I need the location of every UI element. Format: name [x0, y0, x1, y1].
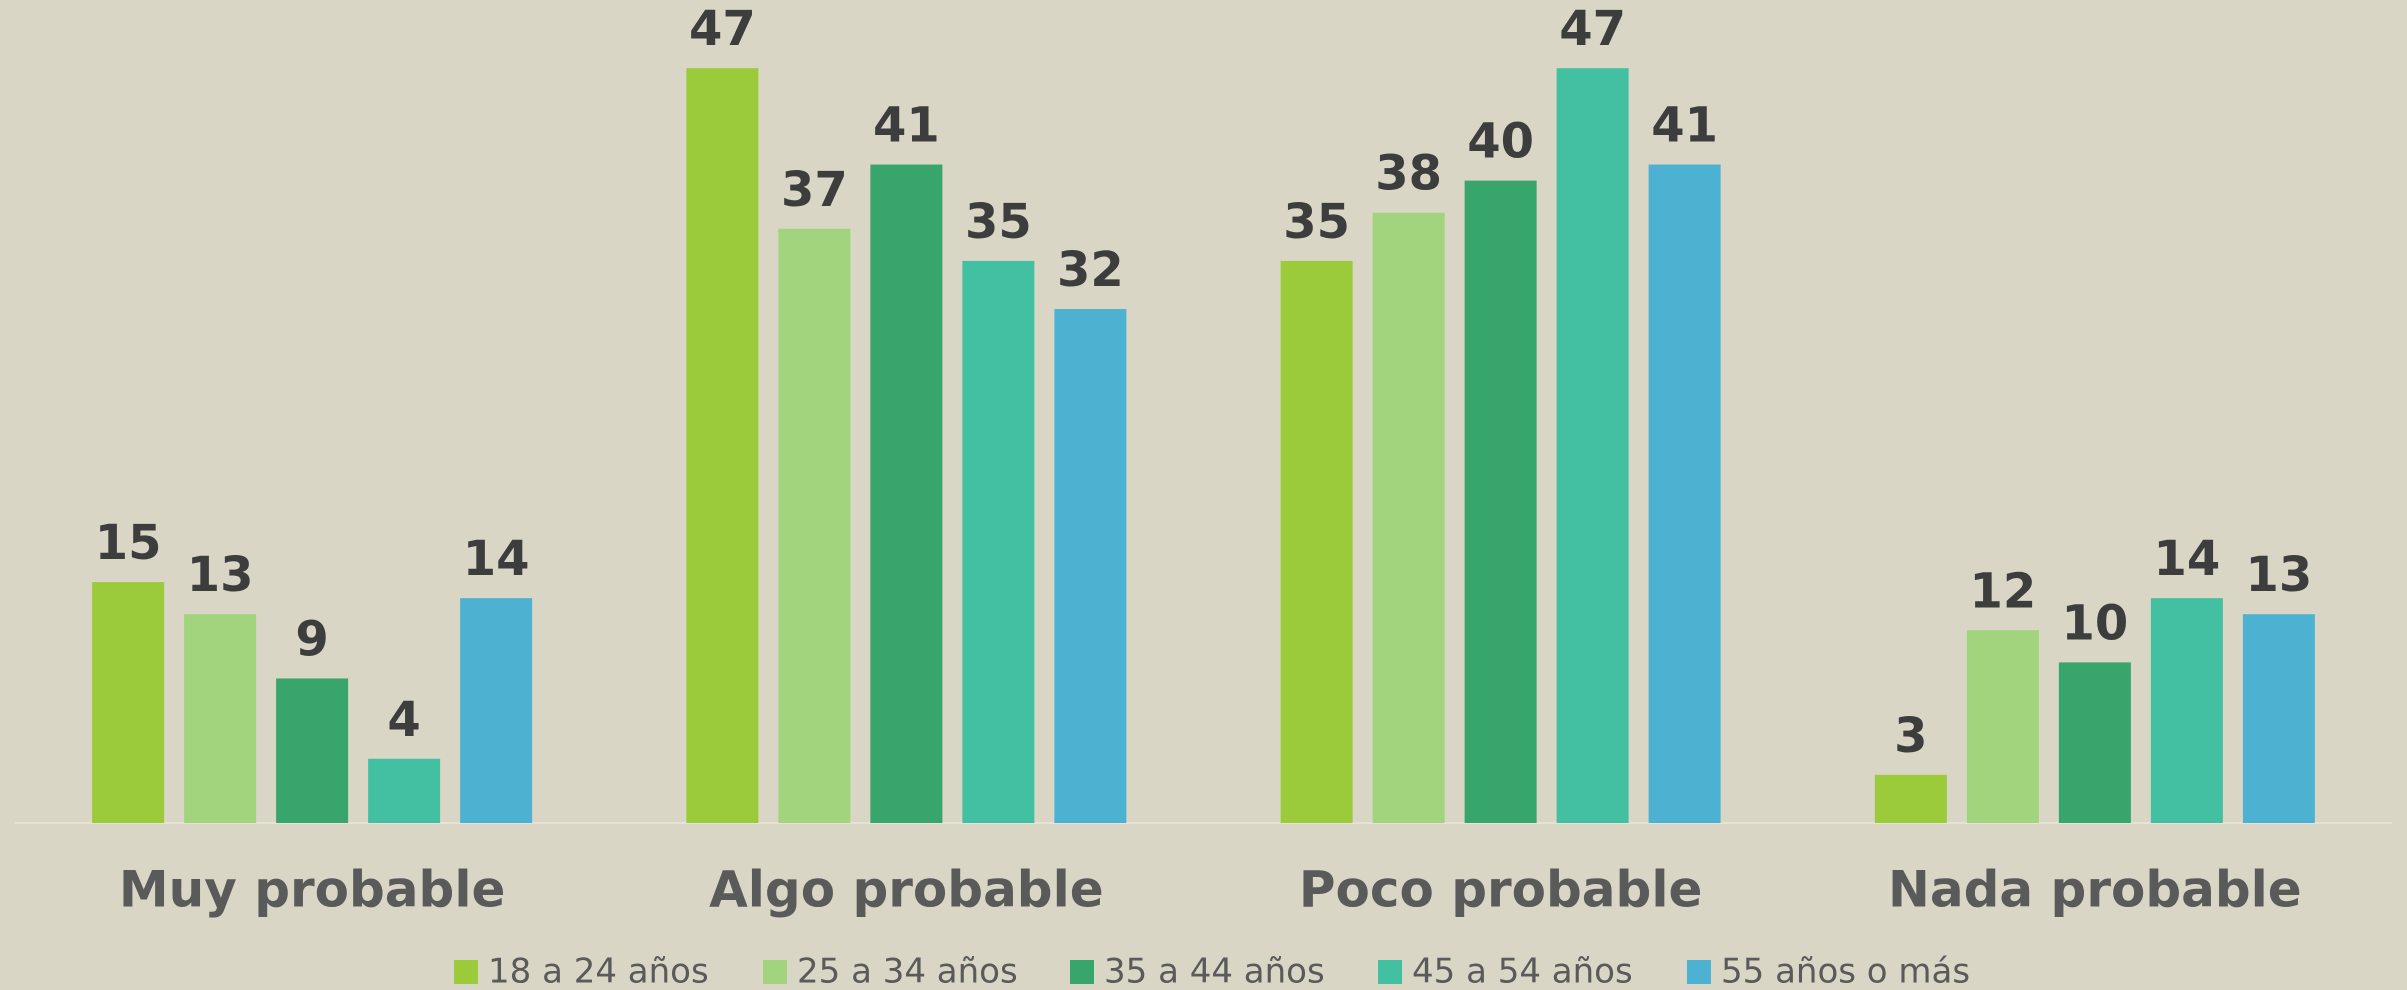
- bar: [1372, 212, 1445, 824]
- bar: [276, 678, 349, 823]
- legend-label: 35 a 44 años: [1104, 952, 1325, 990]
- bar: [368, 758, 441, 823]
- category-label: Algo probable: [709, 861, 1104, 919]
- value-label: 41: [1651, 98, 1718, 154]
- bar: [92, 582, 165, 823]
- legend-label: 55 años o más: [1721, 952, 1970, 990]
- legend-swatch: [454, 960, 478, 984]
- legend-swatch: [1687, 960, 1711, 984]
- value-label: 4: [387, 692, 420, 748]
- bar: [962, 260, 1035, 823]
- bar: [1966, 630, 2039, 823]
- bar: [2058, 662, 2131, 823]
- legend-swatch: [1378, 960, 1402, 984]
- bar: [1648, 164, 1721, 824]
- legend-label: 25 a 34 años: [797, 952, 1018, 990]
- value-label: 38: [1375, 146, 1442, 202]
- value-label: 3: [1894, 708, 1927, 764]
- value-label: 15: [95, 515, 162, 571]
- legend-swatch: [763, 960, 787, 984]
- value-label: 40: [1467, 114, 1534, 170]
- bar: [778, 228, 851, 823]
- bar: [1464, 180, 1537, 824]
- value-label: 37: [781, 162, 848, 218]
- value-label: 12: [1969, 563, 2036, 619]
- value-label: 47: [1559, 1, 1626, 57]
- bar: [2242, 614, 2315, 823]
- category-label: Muy probable: [119, 861, 506, 919]
- category-label: Poco probable: [1299, 861, 1703, 919]
- bar: [460, 598, 533, 823]
- bar: [2150, 598, 2223, 823]
- bar: [686, 68, 759, 824]
- bar: [1874, 774, 1947, 823]
- bar: [1280, 260, 1353, 823]
- value-label: 9: [295, 611, 328, 667]
- category-label: Nada probable: [1888, 861, 2302, 919]
- legend-swatch: [1070, 960, 1094, 984]
- legend-label: 18 a 24 años: [488, 952, 709, 990]
- value-label: 14: [2153, 531, 2220, 587]
- bar: [870, 164, 943, 824]
- value-label: 35: [1283, 194, 1350, 250]
- value-label: 41: [873, 98, 940, 154]
- value-label: 32: [1057, 242, 1124, 298]
- value-label: 35: [965, 194, 1032, 250]
- value-label: 13: [2245, 547, 2312, 603]
- bar: [184, 614, 257, 823]
- bar: [1054, 309, 1127, 824]
- value-label: 47: [689, 1, 756, 57]
- value-label: 10: [2061, 595, 2128, 651]
- value-label: 13: [187, 547, 254, 603]
- value-label: 14: [463, 531, 530, 587]
- legend-label: 45 a 54 años: [1412, 952, 1633, 990]
- bar: [1556, 68, 1629, 824]
